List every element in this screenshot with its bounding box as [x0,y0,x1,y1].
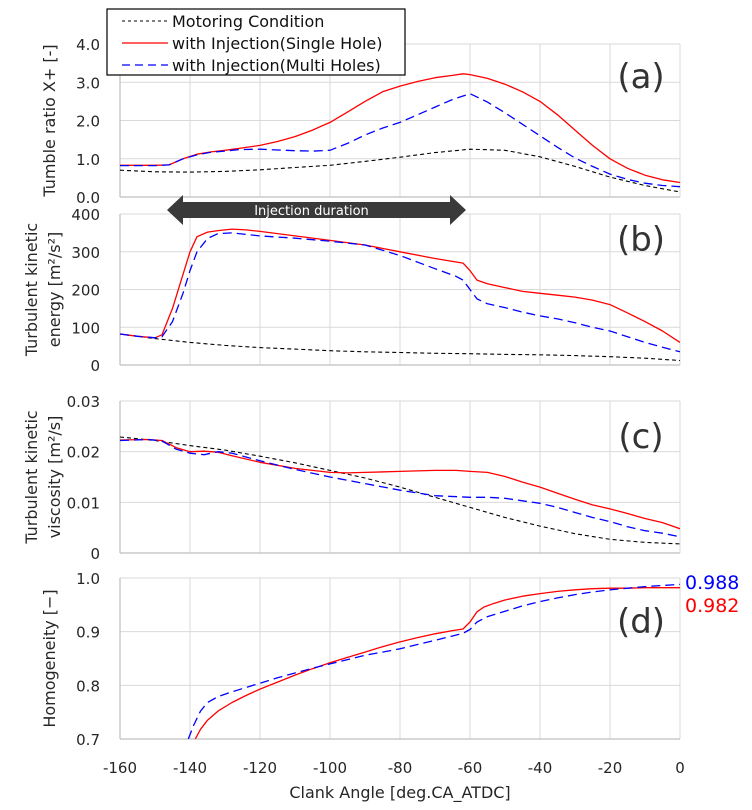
panel-c: 0 0.01 0.02 0.03 Turbulent kinetic viscosity … [22,393,681,563]
x-tick-label: -20 [598,759,623,777]
y-tick-label: 3.0 [76,74,100,92]
series-line-single [120,438,680,530]
annotation-label: Injection duration [254,204,369,219]
legend-label-motoring: Motoring Condition [172,12,324,31]
series-group [187,583,680,739]
end-value-label-single: 0.982 [685,595,739,617]
y-tick-label: 200 [71,282,100,300]
y-tick-label: 0.03 [67,393,100,411]
x-tick-label: -120 [243,759,277,777]
x-tick-label: -100 [313,759,347,777]
series-line-motoring [120,333,680,362]
y-axis-title: Turbulent kinetic [22,223,41,357]
y-tick-label: 0.02 [67,444,100,462]
y-axis-title: Turbulent kinetic [22,410,41,544]
legend: Motoring Condition with Injection(Single… [106,8,406,76]
legend-box [106,8,406,76]
series-line-motoring [120,148,680,193]
y-tick-label: 1.0 [76,151,100,169]
series-line-multi [187,583,680,739]
y-tick-label: 2.0 [76,113,100,131]
x-tick-label: -160 [103,759,137,777]
series-group [120,73,680,193]
injection-duration-annotation: Injection duration [167,195,466,225]
panels-group: 0.0 1.0 2.0 3.0 4.0 Tumble ratio X+ [-] (a) 0 10… [22,36,739,749]
y-tick-label: 100 [71,319,100,337]
y-tick-label: 4.0 [76,36,100,54]
y-tick-label: 300 [71,244,100,262]
x-tick-label: 0 [675,759,685,777]
double-arrow-icon [167,195,466,225]
y-axis-title: energy [m²/s²] [45,232,64,347]
y-tick-label: 0.0 [76,189,100,207]
series-line-motoring [120,436,680,545]
series-line-multi [120,438,680,538]
end-value-label-multi: 0.988 [685,572,739,594]
x-axis-title: Clank Angle [deg.CA_ATDC] [289,783,510,803]
y-tick-label: 0 [90,545,100,563]
y-tick-label: 1.0 [76,570,100,588]
legend-label-multi: with Injection(Multi Holes) [172,56,381,75]
series-line-multi [120,93,680,188]
x-tick-label: -80 [388,759,413,777]
x-tick-label: -60 [458,759,483,777]
legend-label-single: with Injection(Single Hole) [172,34,383,53]
y-axis-title: viscosity [m²/s] [45,416,64,539]
series-group [120,228,680,362]
series-line-multi [120,232,680,353]
series-line-single [194,587,680,739]
series-line-single [120,228,680,343]
y-tick-label: 0.01 [67,494,100,512]
y-tick-label: 0.8 [76,677,100,695]
x-tick-label: -40 [528,759,553,777]
y-axis-title: Tumble ratio X+ [-] [40,44,59,197]
panel-label: (a) [617,57,664,97]
y-tick-label: 0.7 [76,731,100,749]
y-tick-label: 0.9 [76,624,100,642]
y-axis-title: Homogeneity [−] [40,589,59,727]
panel-b: 0 100 200 300 400 Turbulent kinetic energy [m²… [22,206,681,375]
x-tick-label: -140 [173,759,207,777]
panel-label: (b) [617,220,665,260]
series-group [120,436,680,545]
x-axis-ticks: -160 -140 -120 -100 -80 -60 -40 -20 0 [103,759,685,777]
y-tick-label: 0 [90,357,100,375]
panel-label: (d) [617,602,665,642]
panel-label: (c) [618,417,663,457]
y-tick-label: 400 [71,206,100,224]
